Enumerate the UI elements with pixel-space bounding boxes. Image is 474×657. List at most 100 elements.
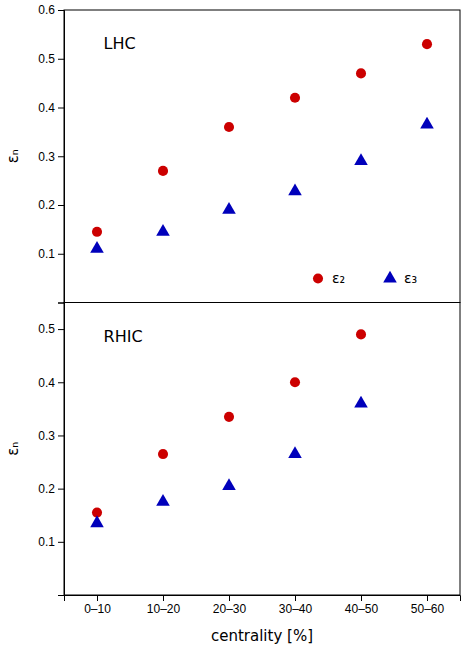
tick-label: 0.5	[38, 52, 55, 66]
x-tick: 30–40	[279, 595, 313, 616]
y-tick: 0.6	[38, 3, 64, 17]
point	[422, 39, 432, 49]
tick-label: 0–10	[84, 602, 111, 616]
y-tick: 0.3	[38, 150, 64, 164]
y-tick: 0.1	[38, 535, 64, 549]
tick-mark	[58, 489, 64, 490]
point	[156, 224, 170, 236]
tick-label: 0.2	[38, 198, 55, 212]
panel: 0.1 0.2 0.3 0.4 0.5 0–10 10–20 20–30 30–40 40–50 5…	[4, 303, 461, 646]
plot-frame	[64, 10, 460, 303]
point	[224, 412, 234, 422]
point	[158, 449, 168, 459]
axis-domain	[65, 596, 461, 602]
point	[92, 227, 102, 237]
tick-label: 10–20	[147, 602, 181, 616]
point	[90, 241, 104, 253]
tick-label: 0.1	[38, 535, 55, 549]
tick-label: 0.3	[38, 150, 55, 164]
tick-label: 0.6	[38, 3, 55, 17]
legend-label: ε₂	[332, 270, 345, 286]
tick-mark	[361, 595, 362, 601]
panel-label: LHC	[104, 34, 136, 53]
marks	[90, 329, 368, 527]
tick-mark	[58, 108, 64, 109]
x-tick: 10–20	[147, 595, 181, 616]
series	[90, 117, 434, 253]
tick-mark	[58, 382, 64, 383]
y-axis: 0.1 0.2 0.3 0.4 0.5	[38, 303, 64, 596]
panel-label: RHIC	[104, 327, 143, 346]
y-label: εₙ	[4, 442, 22, 456]
legend-item: ε₃	[383, 270, 417, 286]
point	[288, 184, 302, 196]
tick-label: 0.3	[38, 429, 55, 443]
point	[222, 202, 236, 214]
y-axis: 0.1 0.2 0.3 0.4 0.5 0.6	[38, 3, 64, 303]
y-tick: 0.4	[38, 101, 64, 115]
y-label: εₙ	[4, 149, 22, 163]
y-tick: 0.2	[38, 198, 64, 212]
y-tick: 0.1	[38, 247, 64, 261]
tick-mark	[163, 595, 164, 601]
tick-mark	[427, 595, 428, 601]
tick-label: 20–30	[213, 602, 247, 616]
tick-mark	[58, 542, 64, 543]
legend: ε₂ ε₃	[313, 270, 417, 286]
tick-mark	[58, 10, 64, 11]
point	[290, 377, 300, 387]
tick-mark	[58, 156, 64, 157]
tick-mark	[295, 595, 296, 601]
point	[90, 515, 104, 527]
legend-item: ε₂	[313, 270, 345, 286]
series	[90, 396, 368, 527]
axis-domain	[58, 11, 65, 304]
legend-marker	[383, 271, 397, 283]
y-tick: 0.2	[38, 482, 64, 496]
x-axis: 0–10 10–20 20–30 30–40 40–50 50–60	[65, 595, 461, 616]
point	[158, 166, 168, 176]
tick-label: 0.2	[38, 482, 55, 496]
x-tick: 0–10	[84, 595, 111, 616]
tick-mark	[58, 329, 64, 330]
x-tick: 40–50	[345, 595, 379, 616]
series	[92, 329, 366, 517]
series	[92, 39, 432, 237]
tick-label: 0.4	[38, 101, 55, 115]
point	[222, 478, 236, 490]
plot-frame	[64, 303, 460, 596]
point	[356, 329, 366, 339]
tick-mark	[58, 205, 64, 206]
tick-mark	[58, 59, 64, 60]
point	[354, 396, 368, 408]
point	[354, 153, 368, 165]
point	[224, 122, 234, 132]
tick-label: 40–50	[345, 602, 379, 616]
legend-marker	[313, 273, 323, 283]
legend-label: ε₃	[404, 270, 417, 286]
y-tick: 0.4	[38, 376, 64, 390]
marks	[90, 39, 434, 253]
y-tick: 0.3	[38, 429, 64, 443]
tick-mark	[97, 595, 98, 601]
y-tick: 0.5	[38, 52, 64, 66]
axis-domain	[58, 303, 65, 596]
tick-label: 30–40	[279, 602, 313, 616]
y-tick: 0.5	[38, 322, 64, 336]
tick-label: 0.1	[38, 247, 55, 261]
point	[420, 117, 434, 129]
tick-mark	[229, 595, 230, 601]
tick-label: 50–60	[411, 602, 445, 616]
tick-label: 0.5	[38, 322, 55, 336]
point	[356, 68, 366, 78]
tick-label: 0.4	[38, 376, 55, 390]
point	[156, 494, 170, 506]
point	[290, 93, 300, 103]
tick-mark	[58, 254, 64, 255]
point	[288, 446, 302, 458]
chart: 0.10.20.30.40.50.6LHCεₙε₂ε₃0.10.20.30.40…	[0, 0, 474, 657]
x-tick: 20–30	[213, 595, 247, 616]
tick-mark	[58, 435, 64, 436]
panel: 0.1 0.2 0.3 0.4 0.5 0.6 LHC εₙ ε₂ ε₃	[4, 3, 460, 303]
x-tick: 50–60	[411, 595, 445, 616]
